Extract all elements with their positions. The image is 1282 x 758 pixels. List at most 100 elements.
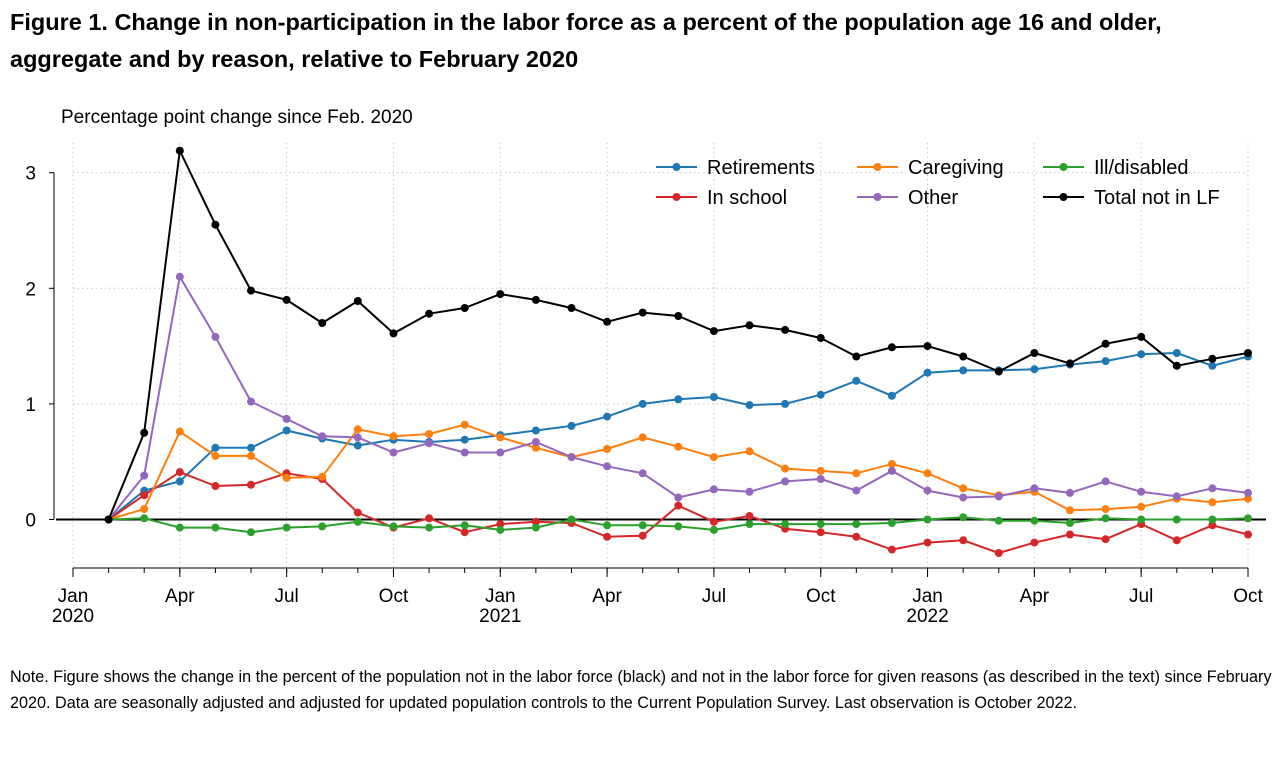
data-point (389, 522, 398, 531)
data-point (603, 521, 612, 530)
legend-label: In school (707, 187, 787, 209)
data-point (674, 442, 683, 451)
data-point (1244, 349, 1252, 357)
data-point (887, 343, 896, 352)
data-point (1066, 506, 1074, 515)
series-line (108, 471, 1249, 554)
data-point (1066, 488, 1074, 497)
data-point (603, 317, 612, 326)
data-point (1030, 516, 1039, 525)
data-point (425, 514, 434, 523)
data-point (603, 532, 612, 541)
data-point (567, 515, 576, 524)
data-point (460, 304, 469, 312)
data-point (816, 466, 825, 475)
data-point (852, 376, 861, 385)
data-point (1137, 350, 1146, 359)
data-point (638, 308, 647, 317)
data-point (247, 443, 255, 452)
y-axis-title: Percentage point change since Feb. 2020 (61, 107, 413, 128)
data-point (496, 290, 505, 299)
data-point (1172, 492, 1181, 501)
data-point (389, 448, 398, 457)
data-point (745, 401, 754, 410)
data-point (1030, 484, 1039, 493)
legend-label: Caregiving (908, 157, 1004, 179)
data-point (959, 484, 968, 493)
data-point (353, 517, 362, 526)
data-point (496, 525, 505, 534)
data-point (531, 517, 540, 526)
x-tick-label: Oct (379, 586, 409, 607)
data-point (460, 448, 469, 457)
data-point (1172, 536, 1181, 545)
data-point (567, 453, 576, 462)
data-point (674, 312, 683, 320)
data-point (140, 505, 149, 514)
data-point (638, 521, 647, 530)
data-point (496, 448, 505, 457)
series-total-not-in-lf (104, 146, 1252, 524)
data-point (1172, 361, 1181, 370)
data-point (709, 453, 718, 462)
data-point (318, 522, 327, 531)
data-point (389, 329, 398, 338)
data-point (140, 514, 149, 523)
data-point (852, 520, 861, 529)
data-point (709, 327, 718, 336)
data-point (709, 485, 718, 494)
data-point (425, 309, 434, 318)
data-point (603, 445, 612, 453)
data-point (709, 525, 718, 534)
data-point (531, 426, 540, 435)
data-point (353, 433, 362, 442)
data-point (887, 545, 896, 554)
y-tick-label: 1 (25, 395, 36, 416)
data-point (1208, 498, 1217, 507)
legend-swatch-marker (672, 163, 681, 171)
legend-swatch-marker (1059, 193, 1068, 201)
data-point (282, 295, 291, 304)
data-point (781, 399, 790, 408)
data-point (140, 491, 149, 500)
data-point (1208, 361, 1217, 370)
data-point (603, 412, 612, 421)
legend-item: In school (656, 187, 787, 209)
x-tick-year-label: 2021 (479, 606, 521, 627)
data-point (852, 532, 861, 541)
x-tick-label: Jan (485, 586, 516, 607)
data-point (709, 393, 718, 401)
legend: Retirements Caregiving Ill/disabled In scho… (656, 157, 1220, 209)
data-point (745, 512, 754, 520)
data-point (1066, 519, 1074, 527)
data-point (1208, 521, 1217, 530)
x-tick-label: Oct (806, 586, 836, 607)
data-point (816, 520, 825, 529)
data-point (353, 441, 362, 450)
data-point (674, 501, 683, 510)
series-in-school (104, 468, 1252, 557)
data-point (994, 367, 1003, 376)
data-point (816, 528, 825, 537)
data-point (318, 319, 327, 327)
data-point (1101, 357, 1110, 366)
data-point (1137, 487, 1146, 496)
data-point (1137, 502, 1146, 511)
data-point (1172, 349, 1181, 357)
data-point (282, 414, 291, 423)
data-point (781, 477, 790, 486)
data-point (1030, 365, 1039, 374)
data-point (1137, 332, 1146, 341)
data-point (282, 523, 291, 532)
data-point (140, 428, 149, 437)
data-point (816, 475, 825, 483)
data-point (994, 549, 1003, 557)
data-point (852, 352, 861, 361)
data-point (1101, 535, 1110, 544)
data-point (531, 295, 540, 304)
data-point (211, 523, 220, 532)
data-point (923, 538, 932, 547)
data-point (674, 395, 683, 404)
series-other (104, 272, 1252, 524)
data-point (353, 508, 362, 517)
